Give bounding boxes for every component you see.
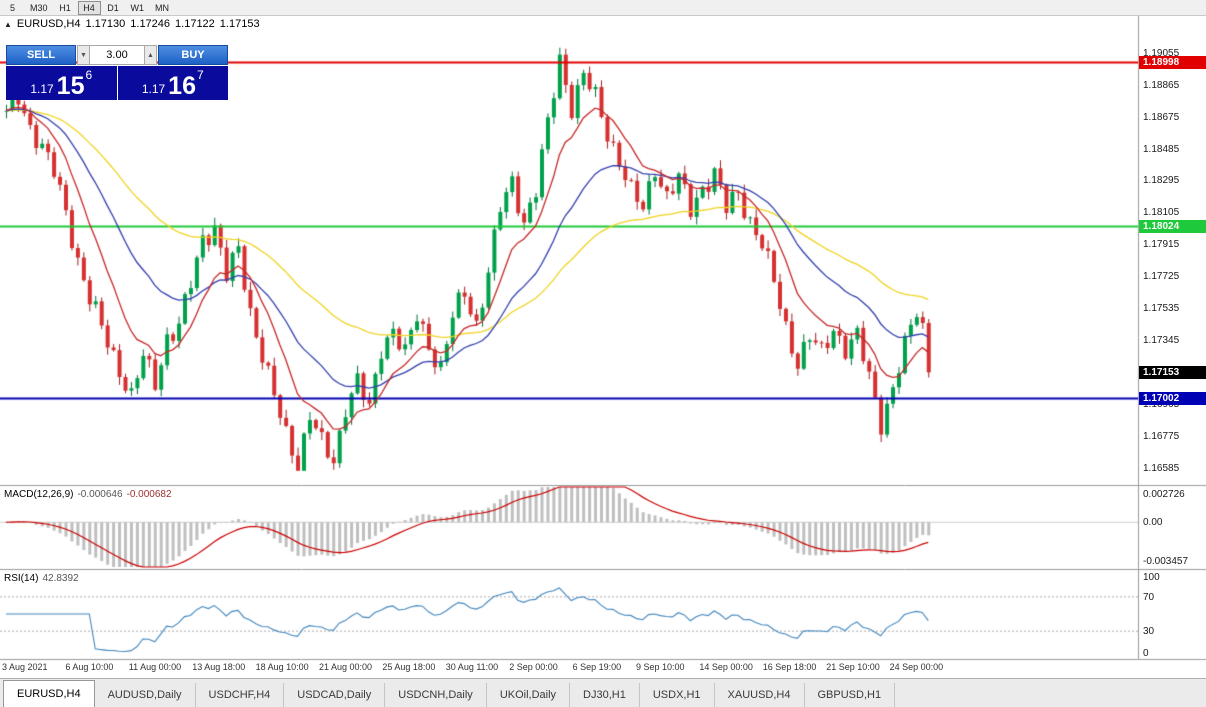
chart-high-value: 1.17246 <box>130 18 171 30</box>
rsi-label: RSI(14) 42.8392 <box>4 573 79 584</box>
macd-axis-label: 0.002726 <box>1143 489 1185 500</box>
buy-price-big-figure: 1.17 <box>141 82 166 96</box>
rsi-axis-label: 70 <box>1143 591 1155 603</box>
chart-symbol-label: EURUSD,H4 <box>16 18 81 30</box>
macd-axis-label: -0.003457 <box>1143 556 1189 567</box>
hline-price-badge: 1.18024 <box>1139 219 1206 233</box>
time-axis-label: 6 Aug 10:00 <box>65 662 114 672</box>
sell-price-point: 6 <box>85 68 93 82</box>
hline-price-badge: 1.17002 <box>1139 391 1206 405</box>
time-axis-label: 11 Aug 00:00 <box>128 662 182 672</box>
time-axis-label: 18 Aug 10:00 <box>255 662 309 672</box>
time-axis-label: 16 Sep 18:00 <box>762 662 817 672</box>
chart-tab-gbpusd-h1[interactable]: GBPUSD,H1 <box>805 683 896 707</box>
timeframe-button-h4[interactable]: H4 <box>77 0 101 15</box>
chart-tab-ukoil-daily[interactable]: UKOil,Daily <box>487 683 571 707</box>
chart-tab-xauusd-h4[interactable]: XAUUSD,H4 <box>715 683 805 707</box>
sell-price-display[interactable]: 1.17 15 6 <box>6 66 117 100</box>
chart-area: ▲ EURUSD,H4 1.17130 1.17246 1.17122 1.17… <box>0 16 1206 678</box>
timeframe-button-d1[interactable]: D1 <box>101 0 125 15</box>
macd-name: MACD(12,26,9) <box>4 489 74 500</box>
timeframe-toolbar: 5 M30 H1 H4 D1 W1 MN <box>0 0 1206 16</box>
price-axis-label: 1.16775 <box>1143 430 1180 442</box>
time-axis-label: 3 Aug 2021 <box>2 662 48 672</box>
macd-main-value: -0.000646 <box>77 489 123 500</box>
chart-tab-usdx-h1[interactable]: USDX,H1 <box>640 683 715 707</box>
chart-tabbar: EURUSD,H4 AUDUSD,Daily USDCHF,H4 USDCAD,Dai… <box>0 678 1206 707</box>
timeframe-button-5[interactable]: 5 <box>1 0 24 15</box>
lot-increase-button[interactable]: ▲ <box>144 45 157 65</box>
price-axis-label: 1.18675 <box>1143 111 1180 123</box>
price-chart-canvas[interactable] <box>0 16 1206 678</box>
one-click-trading-panel: SELL ▼ 3.00 ▲ BUY 1.17 15 6 1.17 16 7 <box>6 45 228 100</box>
time-axis-label: 13 Aug 18:00 <box>192 662 246 672</box>
timeframe-button-m30[interactable]: M30 <box>25 0 53 15</box>
time-axis-label: 30 Aug 11:00 <box>445 662 499 672</box>
chevron-up-icon: ▲ <box>147 51 154 59</box>
time-axis-label: 14 Sep 00:00 <box>699 662 753 672</box>
timeframe-button-w1[interactable]: W1 <box>125 0 150 15</box>
price-axis-label: 1.16585 <box>1143 462 1180 474</box>
current-price-badge: 1.17153 <box>1139 366 1206 380</box>
buy-price-point: 7 <box>196 68 204 82</box>
chevron-down-icon: ▼ <box>80 51 87 59</box>
chart-low-value: 1.17122 <box>175 18 215 30</box>
lot-decrease-button[interactable]: ▼ <box>77 45 90 65</box>
rsi-axis-label: 0 <box>1143 648 1149 659</box>
rsi-axis-label: 100 <box>1143 572 1160 583</box>
price-axis-label: 1.18865 <box>1143 79 1180 91</box>
time-axis-label: 2 Sep 00:00 <box>509 662 558 672</box>
chart-tab-dj30-h1[interactable]: DJ30,H1 <box>570 683 640 707</box>
rsi-value: 42.8392 <box>42 573 79 584</box>
chart-tab-audusd-daily[interactable]: AUDUSD,Daily <box>95 683 196 707</box>
chart-tab-usdchf-h4[interactable]: USDCHF,H4 <box>196 683 285 707</box>
chart-tab-eurusd-h4[interactable]: EURUSD,H4 <box>3 680 95 707</box>
chart-header: ▲ EURUSD,H4 1.17130 1.17246 1.17122 1.17… <box>4 18 260 30</box>
buy-price-display[interactable]: 1.17 16 7 <box>117 66 228 100</box>
price-axis-label: 1.19055 <box>1143 47 1180 59</box>
price-axis-label: 1.17915 <box>1143 239 1180 251</box>
time-axis-label: 6 Sep 19:00 <box>572 662 622 672</box>
lot-size-input[interactable]: 3.00 <box>90 45 144 65</box>
macd-axis-label: 0.00 <box>1143 517 1163 529</box>
chart-tab-usdcnh-daily[interactable]: USDCNH,Daily <box>385 683 487 707</box>
time-axis-label: 24 Sep 00:00 <box>889 662 944 672</box>
sell-button[interactable]: SELL <box>6 45 76 65</box>
hline-price-badge: 1.18998 <box>1139 56 1206 70</box>
buy-price-pips: 16 <box>168 72 196 100</box>
buy-button[interactable]: BUY <box>158 45 228 65</box>
macd-signal-value: -0.000682 <box>126 489 172 500</box>
timeframe-button-h1[interactable]: H1 <box>53 0 77 15</box>
sell-price-pips: 15 <box>56 72 85 100</box>
price-axis-label: 1.17535 <box>1143 303 1180 315</box>
sell-price-big-figure: 1.17 <box>30 82 54 96</box>
price-axis-label: 1.17345 <box>1143 335 1180 347</box>
time-axis-label: 9 Sep 10:00 <box>636 662 685 672</box>
trade-panel-toggle-icon[interactable]: ▲ <box>4 19 12 29</box>
time-axis-label: 25 Aug 18:00 <box>382 662 436 672</box>
price-axis-label: 1.17725 <box>1143 271 1180 283</box>
chart-open-value: 1.17130 <box>85 18 126 30</box>
rsi-name: RSI(14) <box>4 573 39 584</box>
rsi-axis-label: 30 <box>1143 626 1155 638</box>
chart-tab-usdcad-daily[interactable]: USDCAD,Daily <box>284 683 386 707</box>
chart-close-value: 1.17153 <box>219 18 260 30</box>
price-axis-label: 1.18485 <box>1143 143 1180 155</box>
macd-label: MACD(12,26,9) -0.000646 -0.000682 <box>4 489 172 500</box>
timeframe-button-mn[interactable]: MN <box>150 0 175 15</box>
lot-size-stepper: ▼ 3.00 ▲ <box>77 45 157 65</box>
price-axis-label: 1.18295 <box>1143 175 1180 187</box>
price-axis-label: 1.18105 <box>1143 207 1180 219</box>
time-axis-label: 21 Aug 00:00 <box>319 662 373 672</box>
time-axis-label: 21 Sep 10:00 <box>826 662 880 672</box>
